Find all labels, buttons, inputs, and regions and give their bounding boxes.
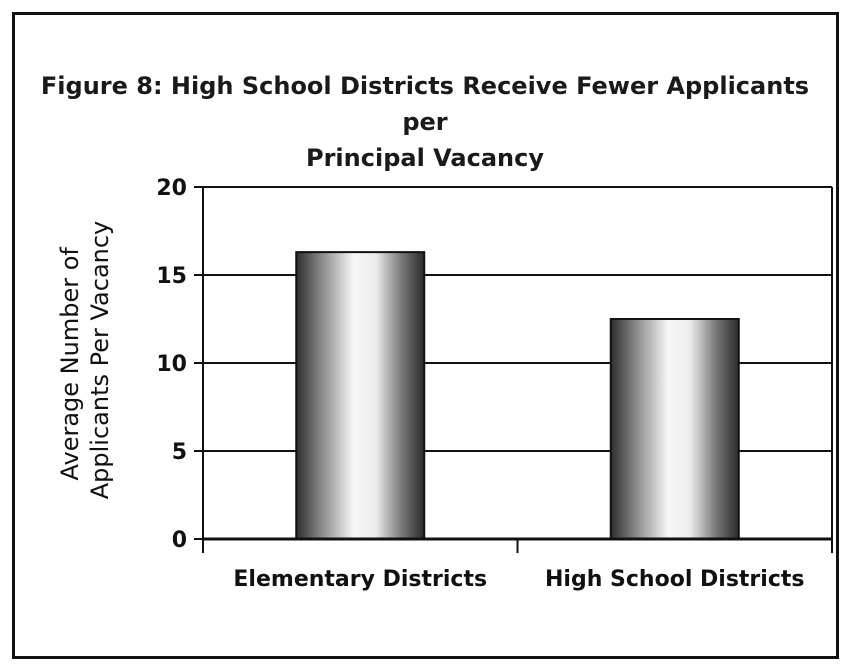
bars [295, 251, 740, 540]
bar-elementary-districts [295, 251, 426, 540]
x-category-label-high-school-districts: High School Districts [545, 567, 804, 592]
chart-title: Figure 8: High School Districts Receive … [40, 72, 810, 172]
y-tick-label-10: 10 [156, 352, 187, 377]
labels: 0 5 10 15 20 Elementary Districts High School … [156, 176, 804, 592]
y-tick-label-0: 0 [172, 528, 187, 553]
y-tick-label-15: 15 [156, 264, 187, 289]
y-axis-label: Average Number of Applicants Per Vacancy [56, 221, 114, 500]
y-tick-label-5: 5 [172, 440, 187, 465]
y-axis-label-line-2: Applicants Per Vacancy [86, 221, 114, 500]
y-tick-label-20: 20 [156, 176, 187, 201]
x-category-label-elementary-districts: Elementary Districts [233, 567, 487, 592]
bar-high-school-districts [609, 318, 740, 540]
y-axis-label-line-1: Average Number of [56, 247, 84, 481]
axes [194, 186, 833, 553]
